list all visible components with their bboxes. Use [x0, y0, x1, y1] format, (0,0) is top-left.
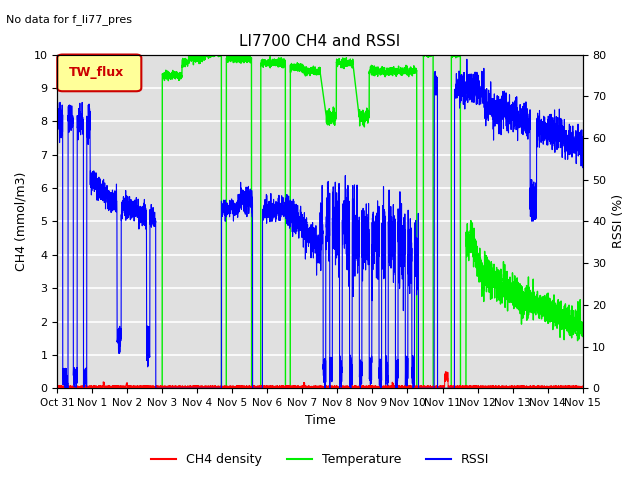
FancyBboxPatch shape	[57, 55, 141, 91]
Text: TW_flux: TW_flux	[69, 66, 124, 79]
X-axis label: Time: Time	[305, 414, 335, 427]
Y-axis label: CH4 (mmol/m3): CH4 (mmol/m3)	[15, 172, 28, 271]
Title: LI7700 CH4 and RSSI: LI7700 CH4 and RSSI	[239, 34, 401, 49]
Legend: CH4 density, Temperature, RSSI: CH4 density, Temperature, RSSI	[146, 448, 494, 471]
Y-axis label: RSSI (%): RSSI (%)	[612, 194, 625, 249]
Text: No data for f_li77_pres: No data for f_li77_pres	[6, 14, 132, 25]
